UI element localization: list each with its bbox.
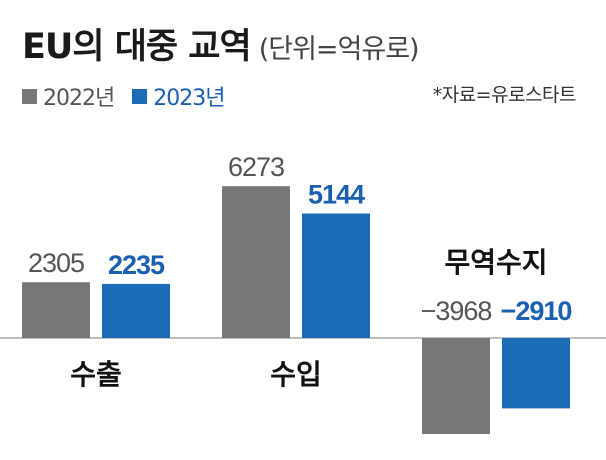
bar-2022-2 [422,338,490,435]
category-label-0: 수출 [70,358,122,391]
legend-label-2023: 2023년 [153,86,225,111]
legend-item-2022: 2022년 [22,80,115,112]
value-label-2023-1: 5144 [308,180,365,210]
bar-2023-0 [102,283,170,338]
category-label-2: 무역수지 [444,246,547,279]
chart-marks: 2305 2235 수출 6273 5144 수입 −3968 −2910 무역수지 [22,152,572,435]
title-row: EU의 대중 교역 (단위=억유로) [22,18,420,69]
legend-item-2023: 2023년 [132,80,225,112]
value-label-2022-0: 2305 [28,248,84,278]
value-label-2023-2: −2910 [501,296,572,326]
bar-2023-1 [302,213,370,338]
chart-title: EU의 대중 교역 [22,27,252,67]
category-label-1: 수입 [270,358,322,391]
legend-label-2022: 2022년 [43,86,115,111]
bar-2022-0 [22,282,90,338]
legend: 2022년 2023년 [22,80,242,112]
chart-unit: (단위=억유로) [258,34,420,65]
legend-swatch-2023 [132,88,148,104]
value-label-2022-2: −3968 [421,296,492,326]
value-label-2023-0: 2235 [108,250,165,280]
legend-swatch-2022 [22,88,37,104]
bar-2022-1 [222,186,290,338]
bar-2023-2 [502,338,570,409]
source-note: *자료=유로스타트 [432,84,577,106]
value-label-2022-1: 6273 [228,152,284,182]
